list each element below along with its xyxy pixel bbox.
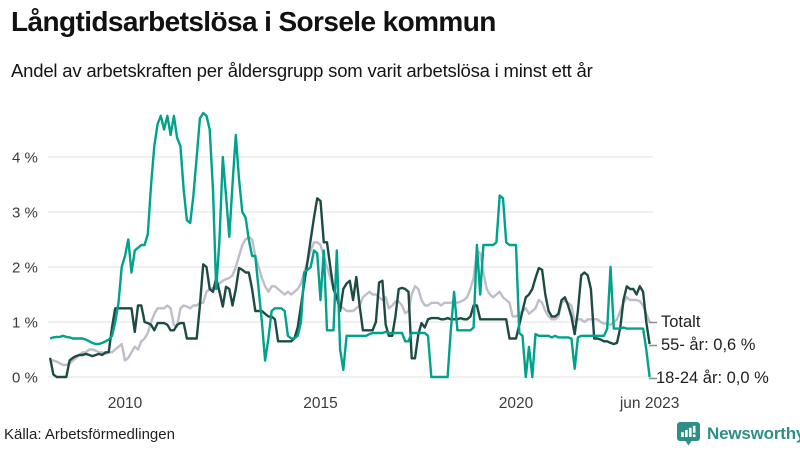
series-line-18-24-r <box>49 111 651 379</box>
series-line-55-r <box>48 197 651 379</box>
page-subtitle: Andel av arbetskraften per åldersgrupp s… <box>11 60 593 81</box>
x-axis-tick-label: 2020 <box>499 395 534 412</box>
source-note: Källa: Arbetsförmedlingen <box>4 426 175 443</box>
newsworthy-logo-icon <box>677 422 700 446</box>
page-title: Långtidsarbetslösa i Sorsele kommun <box>11 6 496 37</box>
series-end-label-totalt: Totalt <box>661 313 701 331</box>
series-line-totalt <box>50 235 651 367</box>
x-axis-tick-label: jun 2023 <box>619 395 679 412</box>
y-axis-tick-label: 4 % <box>12 150 38 167</box>
y-axis-tick-label: 2 % <box>12 260 38 277</box>
newsworthy-logo[interactable]: Newsworthy <box>676 421 800 447</box>
x-axis-tick-label: 2015 <box>303 395 337 412</box>
series-end-label-18-24: 18-24 år: 0,0 % <box>656 369 769 387</box>
series-end-label-55-plus: 55- år: 0,6 % <box>661 336 756 354</box>
y-axis-tick-label: 0 % <box>12 370 38 387</box>
y-axis-tick-label: 1 % <box>12 315 38 332</box>
x-axis-tick-label: 2010 <box>108 395 143 412</box>
newsworthy-brand-text: Newsworthy <box>707 424 800 443</box>
y-axis-tick-label: 3 % <box>12 205 38 222</box>
